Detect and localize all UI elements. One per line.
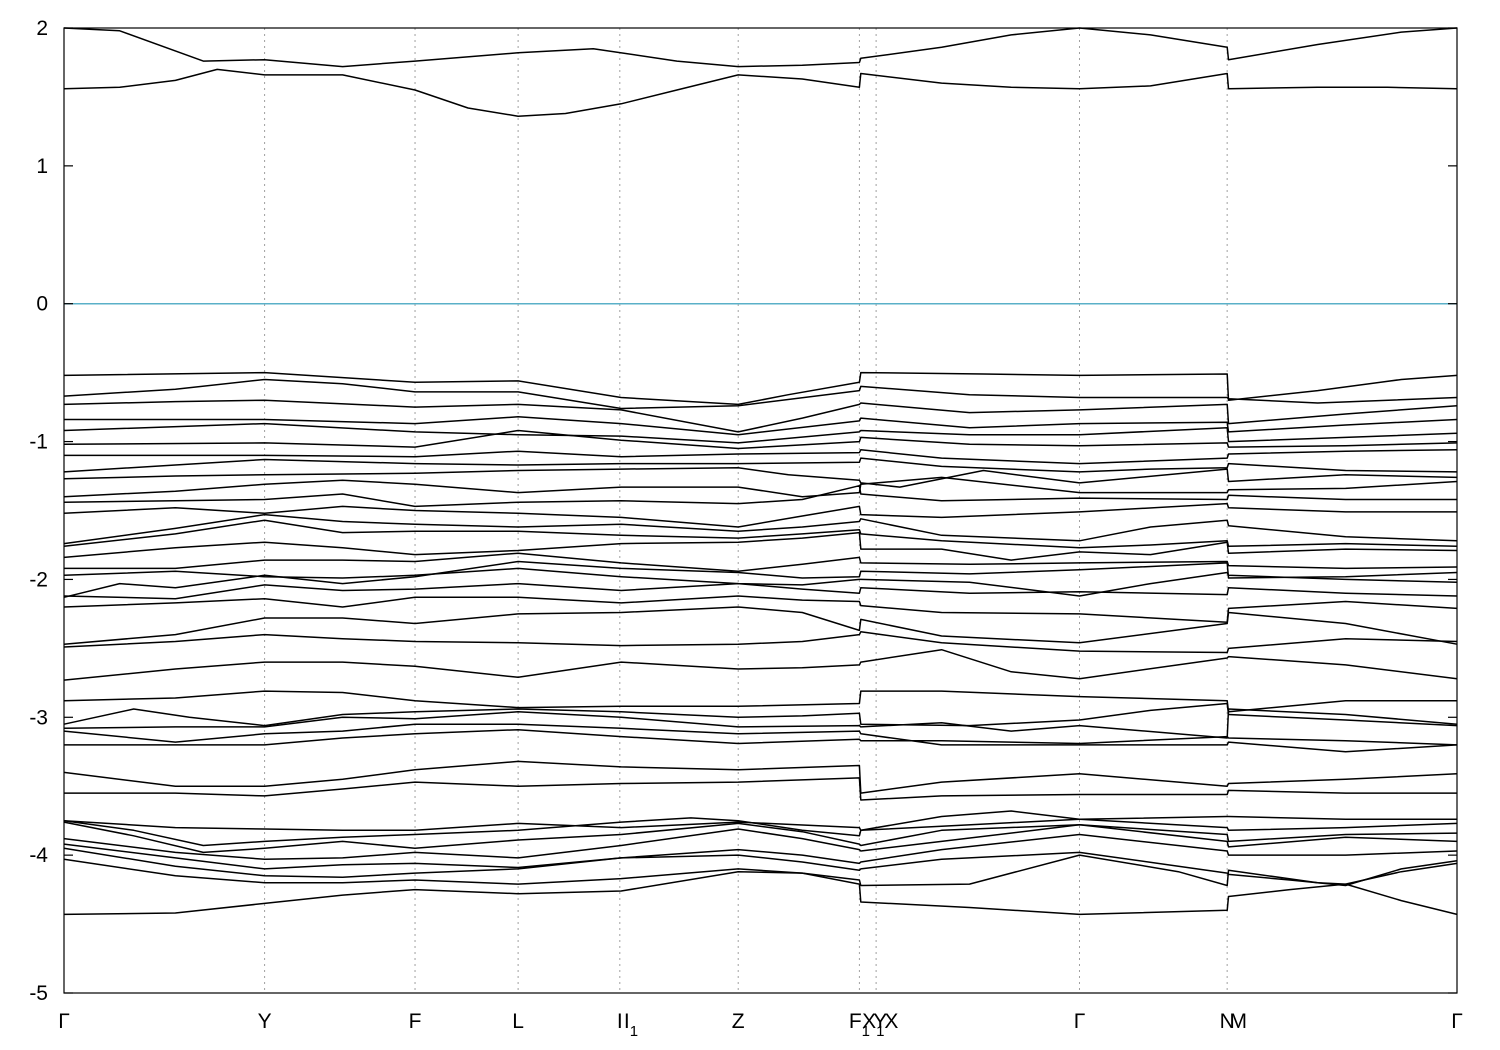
y-tick-label: -3 [29, 706, 48, 729]
y-tick-label: -1 [29, 431, 48, 454]
kpoint-label-subscript: 1 [876, 1023, 884, 1040]
band-11 [63, 476, 1458, 498]
kpoint-label: Y [258, 1010, 272, 1033]
band-18 [63, 560, 1458, 599]
kpoint-label: Γ [1451, 1010, 1463, 1033]
band-30 [63, 760, 1458, 794]
band-6 [63, 422, 1458, 444]
band-1 [63, 68, 1458, 117]
band-3 [63, 378, 1458, 410]
band-16 [63, 531, 1458, 561]
kpoint-label: F [409, 1010, 422, 1033]
band-26 [63, 702, 1458, 727]
kpoint-label: Γ [58, 1010, 70, 1033]
kpoint-label: I1 [624, 1010, 638, 1040]
y-tick-label: 0 [36, 293, 48, 316]
band-5 [64, 416, 1458, 436]
band-33 [63, 810, 1458, 847]
band-39 [63, 862, 1458, 916]
y-axis-ticks: 2 1 0 -1 -2 -3 -4 -5 [29, 17, 1457, 1005]
kpoint-label: L [512, 1010, 524, 1033]
band-14 [63, 513, 1458, 545]
band-25 [63, 690, 1457, 713]
kpoint-label: I [617, 1010, 623, 1033]
band-12 [63, 484, 1457, 508]
band-lines [63, 27, 1458, 916]
kpoint-label: Y [873, 1010, 887, 1033]
band-19 [63, 567, 1458, 597]
y-tick-label: -5 [29, 982, 48, 1005]
band-8 [64, 449, 1458, 465]
kpoint-grid-lines [264, 28, 1228, 993]
band-17 [64, 552, 1458, 572]
kpoint-label: M [1230, 1010, 1248, 1033]
kpoint-label: N [1220, 1010, 1235, 1033]
band-37 [63, 847, 1458, 887]
band-13 [63, 502, 1457, 528]
y-tick-label: 2 [36, 17, 48, 40]
band-0 [63, 27, 1458, 68]
plot-frame [63, 27, 1458, 994]
y-tick-label: -2 [29, 568, 48, 591]
band-20 [63, 582, 1458, 600]
band-36 [63, 833, 1458, 870]
kpoint-label-subscript: 1 [862, 1023, 870, 1040]
band-31 [64, 777, 1457, 801]
band-32 [63, 815, 1457, 832]
y-tick-label: 1 [36, 155, 48, 178]
y-tick-label: -4 [29, 844, 48, 867]
band-24 [63, 648, 1458, 681]
kpoint-label-subscript: 1 [630, 1023, 638, 1040]
kpoint-label: Γ [1074, 1010, 1086, 1033]
kpoint-label: X [884, 1010, 898, 1033]
band-9 [63, 457, 1458, 473]
band-34 [63, 821, 1458, 854]
band-7 [63, 429, 1458, 450]
band-29 [64, 728, 1458, 746]
kpoint-label: Z [732, 1010, 745, 1033]
band-4 [63, 399, 1458, 433]
band-38 [63, 854, 1458, 916]
band-27 [63, 708, 1458, 739]
band-2 [63, 371, 1458, 406]
band-10 [63, 467, 1458, 488]
band-23 [63, 631, 1458, 654]
band-28 [63, 723, 1458, 753]
band-15 [63, 519, 1458, 549]
band-35 [63, 824, 1458, 861]
band-22 [63, 606, 1458, 645]
